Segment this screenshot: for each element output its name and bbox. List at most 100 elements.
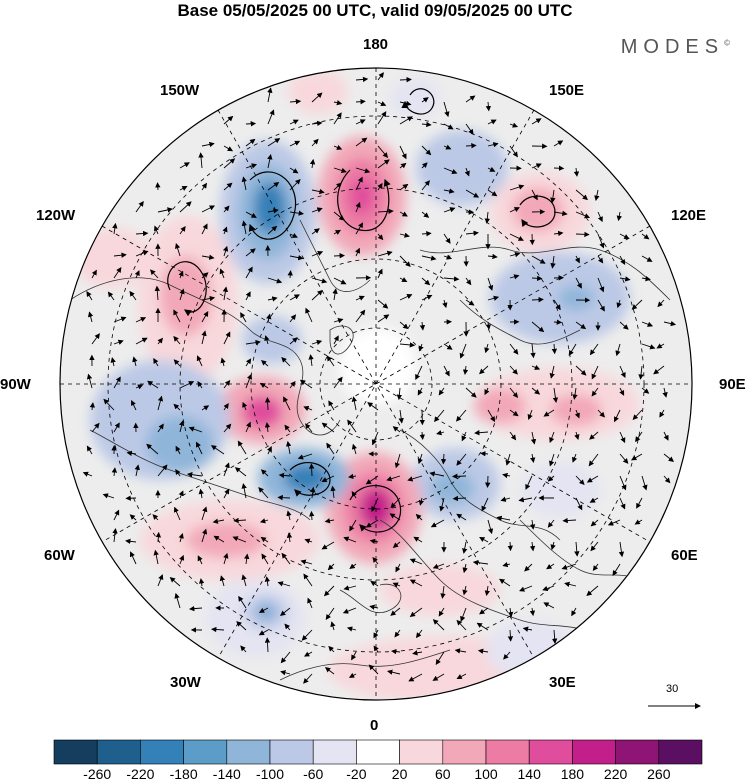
wind-arrow [179, 225, 186, 235]
wind-arrow [91, 422, 100, 433]
wind-arrow [284, 623, 291, 631]
wind-arrow [377, 233, 384, 241]
anomaly-pos [186, 522, 266, 558]
wind-arrow [524, 563, 533, 572]
wind-arrow [267, 296, 278, 302]
wind-arrow [399, 162, 407, 169]
wind-arrow [487, 142, 499, 148]
wind-arrow [245, 121, 257, 127]
wind-arrow [372, 556, 379, 565]
colorbar-swatch [572, 739, 616, 765]
wind-arrow [619, 387, 625, 396]
wind-arrow [365, 475, 379, 485]
wind-arrow [421, 180, 430, 191]
wind-arrow [421, 277, 431, 286]
wind-arrow [549, 431, 555, 444]
wind-arrow [264, 576, 271, 587]
wind-arrow [157, 337, 163, 345]
wind-arrow [373, 629, 379, 639]
wind-arrow [377, 101, 387, 107]
wind-arrow [531, 296, 544, 303]
wind-arrow [102, 493, 115, 499]
wind-arrow [417, 453, 423, 465]
wind-arrow [305, 423, 313, 433]
wind-arrow [223, 379, 231, 389]
wind-arrow [346, 626, 357, 632]
wind-arrow [487, 277, 494, 291]
wind-arrow [421, 211, 430, 218]
wind-arrow [530, 431, 537, 445]
wind-arrow [333, 277, 347, 285]
wind-arrow [245, 339, 261, 346]
wind-arrow [631, 299, 643, 310]
wind-arrow [412, 650, 423, 656]
wind-arrow [188, 426, 203, 433]
wind-arrow [241, 574, 247, 587]
wind-arrow [277, 494, 291, 501]
wind-arrow [238, 595, 247, 609]
wind-arrow [259, 518, 269, 524]
wind-arrow [575, 475, 585, 486]
wind-arrow [415, 629, 423, 639]
wind-arrow [529, 541, 536, 552]
wind-arrow [129, 514, 137, 521]
wind-arrow [377, 299, 389, 309]
wind-arrow [311, 138, 319, 147]
wind-arrow [289, 140, 301, 147]
anomaly-pos [72, 228, 152, 288]
wind-arrow [546, 563, 555, 570]
wind-arrow [349, 563, 357, 570]
wind-arrow [432, 563, 445, 569]
wind-arrow [222, 226, 228, 235]
wind-arrow [454, 648, 467, 654]
wind-arrow [149, 269, 159, 279]
wind-arrow [175, 469, 181, 477]
wind-arrow [311, 250, 324, 257]
wind-arrow [452, 473, 467, 480]
wind-arrow [399, 145, 407, 160]
lon-label-60w: 60W [44, 547, 75, 564]
wind-arrow [279, 607, 291, 616]
wind-arrow [157, 464, 168, 477]
colorbar-tick: 260 [647, 766, 671, 782]
wind-arrow [619, 365, 626, 379]
wind-arrow [223, 145, 234, 152]
wind-arrow [289, 337, 298, 345]
anomaly-neg [430, 472, 474, 504]
wind-arrow [575, 365, 587, 376]
wind-arrow [311, 277, 328, 284]
wind-arrow [487, 253, 498, 260]
lon-label-90w: 90W [0, 376, 31, 393]
wind-arrow [264, 422, 271, 433]
wind-arrow [377, 159, 390, 169]
wind-arrow [289, 232, 298, 238]
wind-arrow [619, 276, 631, 282]
wind-arrow [333, 167, 347, 174]
wind-arrow [355, 137, 368, 147]
wind-arrow [179, 381, 195, 389]
wind-arrow [219, 268, 225, 279]
wind-arrow [443, 101, 450, 118]
wind-arrow [377, 111, 387, 125]
wind-arrow [333, 112, 342, 125]
wind-arrow [575, 231, 590, 238]
wind-arrow [201, 528, 208, 543]
wind-arrow [277, 581, 291, 587]
wind-arrow [589, 431, 599, 440]
wind-arrow [399, 294, 413, 301]
wind-arrow [305, 307, 313, 323]
wind-arrow [147, 380, 159, 389]
wind-arrow [333, 211, 345, 221]
wind-arrow [543, 409, 555, 417]
wind-arrow [509, 343, 519, 355]
wind-arrow [377, 72, 384, 81]
wind-arrow [258, 607, 269, 613]
wind-arrow [507, 629, 514, 642]
wind-arrow [460, 607, 467, 622]
wind-arrow [500, 496, 511, 502]
wind-arrow [509, 431, 517, 441]
colorbar-swatch [140, 739, 184, 765]
wind-arrow [233, 517, 247, 524]
wind-arrow [325, 607, 335, 620]
wind-arrow [421, 230, 432, 237]
